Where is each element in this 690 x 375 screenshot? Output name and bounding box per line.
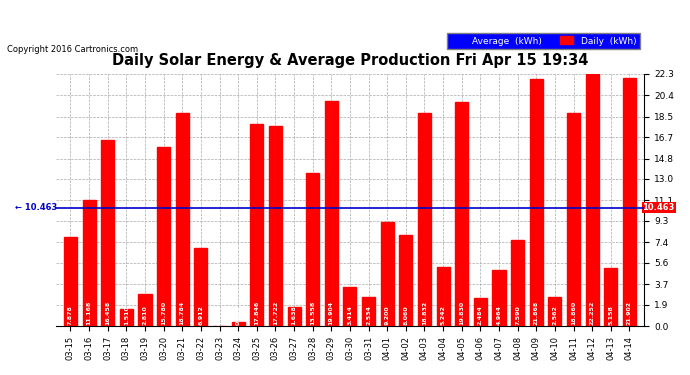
Bar: [269, 126, 282, 326]
Text: 22.252: 22.252: [590, 301, 595, 325]
Text: 18.832: 18.832: [422, 301, 427, 325]
Bar: [455, 102, 469, 326]
Title: Daily Solar Energy & Average Production Fri Apr 15 19:34: Daily Solar Energy & Average Production …: [112, 53, 588, 68]
Text: 10.463: 10.463: [642, 203, 675, 212]
Text: 0.328: 0.328: [236, 305, 241, 325]
Bar: [83, 200, 96, 326]
Text: 6.912: 6.912: [199, 305, 204, 325]
Text: 17.722: 17.722: [273, 301, 278, 325]
Bar: [157, 147, 170, 326]
Text: 9.200: 9.200: [385, 305, 390, 325]
Bar: [176, 114, 189, 326]
Bar: [437, 267, 450, 326]
Bar: [120, 309, 133, 326]
Text: 0.000: 0.000: [217, 306, 222, 325]
Bar: [530, 79, 543, 326]
Bar: [549, 297, 562, 326]
Text: 19.830: 19.830: [460, 301, 464, 325]
Text: 5.158: 5.158: [609, 305, 613, 325]
Text: 2.562: 2.562: [553, 305, 558, 325]
Bar: [306, 172, 319, 326]
Bar: [325, 101, 338, 326]
Bar: [362, 297, 375, 326]
Text: 21.868: 21.868: [534, 301, 539, 325]
Text: 5.242: 5.242: [441, 305, 446, 325]
Text: 17.846: 17.846: [255, 301, 259, 325]
Text: 3.414: 3.414: [348, 305, 353, 325]
Text: 1.510: 1.510: [124, 305, 129, 325]
Text: 13.558: 13.558: [310, 301, 315, 325]
Text: 1.638: 1.638: [292, 305, 297, 325]
Bar: [474, 298, 487, 326]
Bar: [586, 74, 599, 326]
Text: 7.878: 7.878: [68, 305, 73, 325]
Text: 18.784: 18.784: [180, 301, 185, 325]
Bar: [232, 322, 245, 326]
Bar: [623, 78, 636, 326]
Bar: [567, 112, 580, 326]
Text: 2.534: 2.534: [366, 305, 371, 325]
Text: 15.780: 15.780: [161, 301, 166, 325]
Text: 18.860: 18.860: [571, 301, 576, 325]
Bar: [418, 113, 431, 326]
Bar: [288, 308, 301, 326]
Text: 16.458: 16.458: [106, 301, 110, 325]
Bar: [139, 294, 152, 326]
Text: 7.590: 7.590: [515, 305, 520, 325]
Bar: [195, 248, 208, 326]
Text: 19.904: 19.904: [329, 301, 334, 325]
Text: 4.964: 4.964: [497, 305, 502, 325]
Text: 2.484: 2.484: [478, 305, 483, 325]
Bar: [344, 287, 357, 326]
Bar: [511, 240, 524, 326]
Text: 2.810: 2.810: [143, 305, 148, 325]
Text: Copyright 2016 Cartronics.com: Copyright 2016 Cartronics.com: [7, 45, 138, 54]
Text: 11.168: 11.168: [86, 301, 92, 325]
Text: 8.060: 8.060: [404, 305, 408, 325]
Bar: [493, 270, 506, 326]
Bar: [64, 237, 77, 326]
Bar: [604, 268, 618, 326]
Text: ← 10.463: ← 10.463: [15, 203, 57, 212]
Bar: [400, 235, 413, 326]
Bar: [250, 124, 264, 326]
Bar: [381, 222, 394, 326]
Text: 21.902: 21.902: [627, 301, 632, 325]
Bar: [101, 140, 115, 326]
Legend: Average  (kWh), Daily  (kWh): Average (kWh), Daily (kWh): [448, 33, 640, 49]
